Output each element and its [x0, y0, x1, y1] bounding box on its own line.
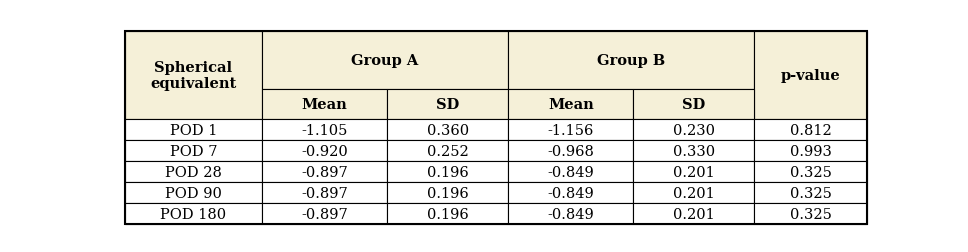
Text: -0.920: -0.920 — [301, 144, 348, 158]
Text: 0.230: 0.230 — [673, 123, 715, 137]
Bar — [508, 141, 633, 162]
Text: POD 28: POD 28 — [165, 165, 222, 179]
Bar — [633, 203, 754, 224]
Bar — [262, 203, 387, 224]
Bar — [633, 182, 754, 203]
Bar — [633, 90, 754, 120]
Bar — [754, 162, 867, 182]
Text: 0.325: 0.325 — [790, 207, 832, 221]
Text: SD: SD — [436, 98, 459, 112]
Text: -1.156: -1.156 — [548, 123, 594, 137]
Bar — [387, 141, 508, 162]
Text: -0.968: -0.968 — [547, 144, 594, 158]
Bar — [387, 162, 508, 182]
Text: 0.330: 0.330 — [673, 144, 715, 158]
Bar — [125, 141, 262, 162]
Bar — [508, 182, 633, 203]
Text: Group B: Group B — [597, 54, 665, 68]
Text: POD 1: POD 1 — [169, 123, 217, 137]
Text: -0.849: -0.849 — [547, 165, 594, 179]
Text: 0.196: 0.196 — [427, 207, 469, 221]
Text: 0.196: 0.196 — [427, 165, 469, 179]
Text: 0.812: 0.812 — [790, 123, 832, 137]
Bar — [754, 32, 867, 120]
Bar — [633, 162, 754, 182]
Bar — [633, 141, 754, 162]
Text: -0.849: -0.849 — [547, 207, 594, 221]
Text: -0.897: -0.897 — [301, 207, 348, 221]
Bar — [387, 120, 508, 141]
Bar — [125, 182, 262, 203]
Bar — [262, 162, 387, 182]
Text: SD: SD — [682, 98, 706, 112]
Bar — [262, 141, 387, 162]
Bar — [125, 162, 262, 182]
Text: POD 7: POD 7 — [169, 144, 217, 158]
Bar — [754, 141, 867, 162]
Bar — [262, 90, 387, 120]
Bar — [387, 182, 508, 203]
Bar — [754, 120, 867, 141]
Bar — [508, 162, 633, 182]
Bar — [125, 32, 262, 120]
Text: Spherical
equivalent: Spherical equivalent — [150, 61, 236, 91]
Text: Group A: Group A — [351, 54, 419, 68]
Bar — [508, 120, 633, 141]
Text: 0.325: 0.325 — [790, 165, 832, 179]
Bar — [754, 203, 867, 224]
Bar — [262, 182, 387, 203]
Text: Mean: Mean — [302, 98, 348, 112]
Text: 0.252: 0.252 — [427, 144, 469, 158]
Bar — [508, 32, 754, 90]
Bar — [125, 203, 262, 224]
Bar — [633, 120, 754, 141]
Bar — [262, 32, 508, 90]
Text: 0.201: 0.201 — [673, 207, 714, 221]
Text: -0.897: -0.897 — [301, 165, 348, 179]
Text: Mean: Mean — [548, 98, 593, 112]
Bar — [262, 120, 387, 141]
Text: 0.201: 0.201 — [673, 165, 714, 179]
Bar — [125, 120, 262, 141]
Text: p-value: p-value — [781, 69, 841, 83]
Text: 0.325: 0.325 — [790, 186, 832, 200]
Text: 0.360: 0.360 — [427, 123, 469, 137]
Text: 0.196: 0.196 — [427, 186, 469, 200]
Text: -1.105: -1.105 — [301, 123, 348, 137]
Bar — [508, 90, 633, 120]
Bar — [387, 203, 508, 224]
Text: 0.993: 0.993 — [790, 144, 832, 158]
Text: 0.201: 0.201 — [673, 186, 714, 200]
Bar — [387, 90, 508, 120]
Text: -0.897: -0.897 — [301, 186, 348, 200]
Text: POD 180: POD 180 — [161, 207, 227, 221]
Text: -0.849: -0.849 — [547, 186, 594, 200]
Text: POD 90: POD 90 — [165, 186, 222, 200]
Bar — [754, 182, 867, 203]
Bar — [508, 203, 633, 224]
